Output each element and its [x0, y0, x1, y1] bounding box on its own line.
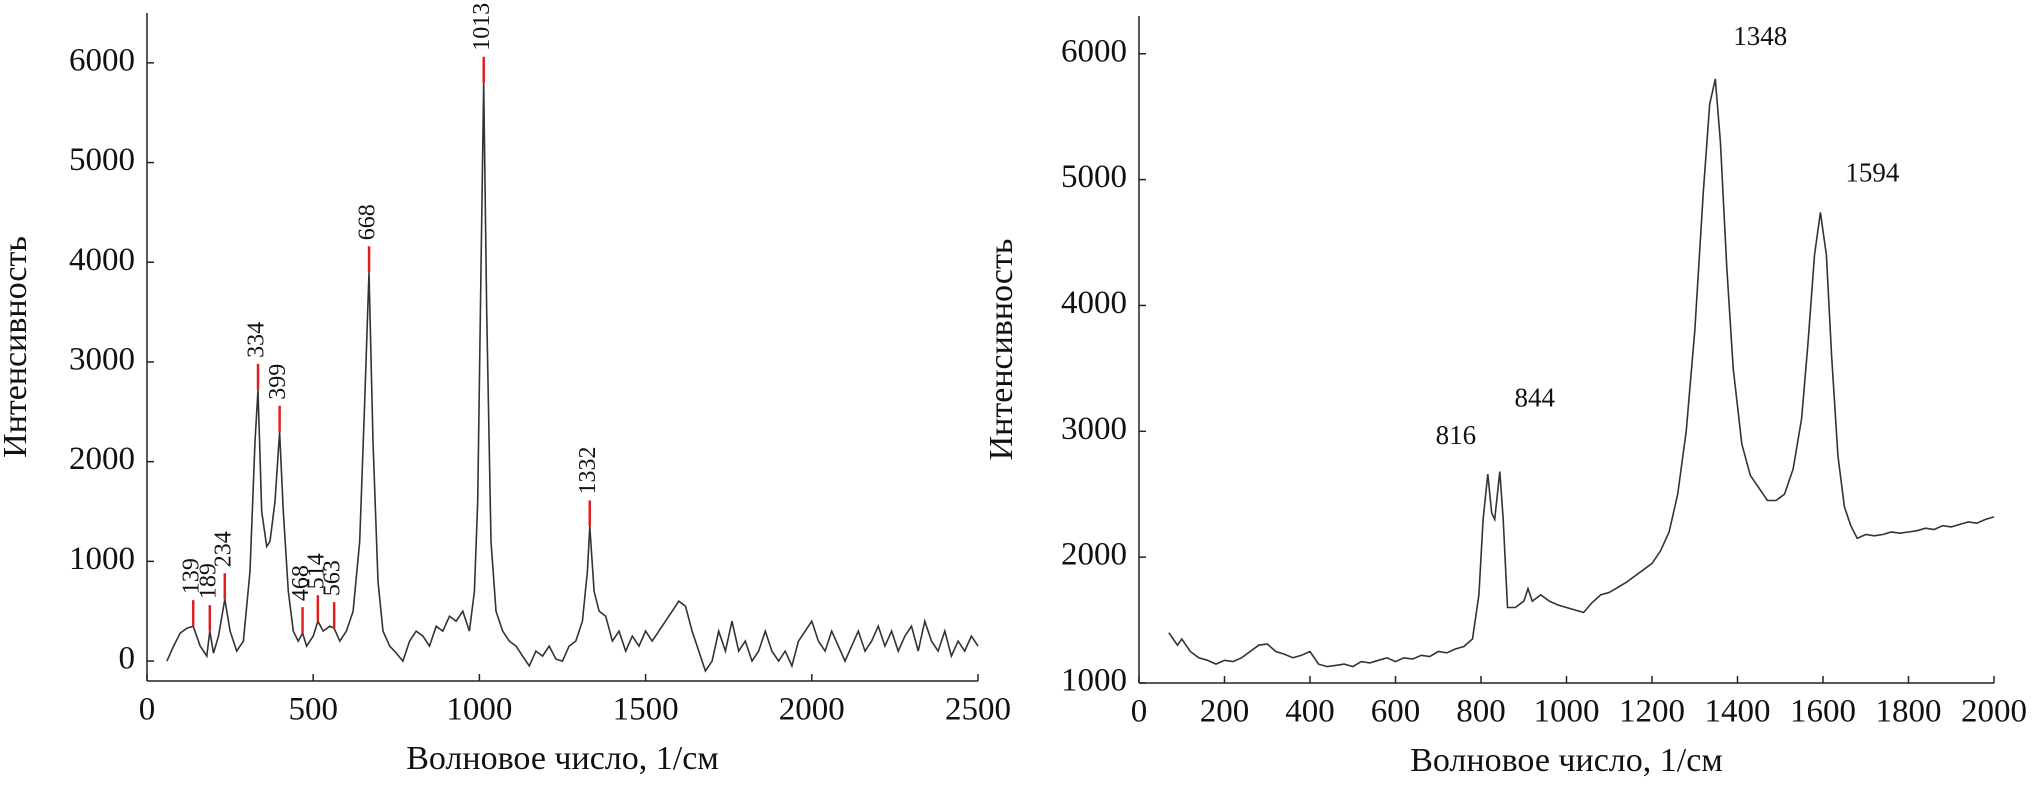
x-tick-label: 400 — [1285, 694, 1335, 730]
x-tick-label: 1000 — [446, 692, 512, 728]
x-tick-label: 2000 — [1961, 694, 2027, 730]
y-tick-label: 5000 — [69, 142, 135, 178]
x-tick-label: 600 — [1371, 694, 1421, 730]
peak-label: 399 — [265, 364, 291, 400]
x-tick-label: 200 — [1200, 694, 1250, 730]
y-tick-label: 6000 — [69, 42, 135, 78]
x-tick-label: 2500 — [945, 692, 1011, 728]
y-tick-label: 2000 — [1061, 537, 1127, 573]
x-tick-label: 2000 — [779, 692, 845, 728]
y-axis-title: Интенсивность — [983, 239, 1020, 461]
peak-label: 1348 — [1733, 21, 1787, 51]
peak-label: 816 — [1436, 420, 1477, 450]
y-tick-label: 6000 — [1061, 33, 1127, 69]
x-tick-label: 1800 — [1876, 694, 1942, 730]
y-tick-label: 4000 — [1061, 285, 1127, 321]
spectrum-line — [1168, 78, 1995, 668]
y-tick-label: 3000 — [1061, 411, 1127, 447]
x-axis-title: Волновое число, 1/см — [406, 740, 719, 777]
peak-label: 139 — [179, 558, 205, 594]
x-tick-label: 0 — [139, 692, 156, 728]
peak-label: 334 — [244, 322, 270, 358]
peak-label: 189 — [195, 563, 221, 599]
peak-label: 1332 — [575, 446, 601, 494]
x-tick-label: 1500 — [613, 692, 679, 728]
y-tick-label: 0 — [119, 641, 136, 677]
x-tick-label: 1000 — [1534, 694, 1600, 730]
x-tick-label: 1400 — [1705, 694, 1771, 730]
x-tick-label: 1200 — [1619, 694, 1685, 730]
peak-label: 468 — [288, 565, 314, 601]
y-tick-label: 1000 — [69, 541, 135, 577]
y-axis-title: Интенсивность — [0, 236, 34, 458]
y-tick-label: 2000 — [69, 441, 135, 477]
y-tick-label: 5000 — [1061, 159, 1127, 195]
peak-label: 234 — [210, 531, 236, 567]
peak-label: 514 — [303, 553, 329, 589]
y-tick-label: 1000 — [1061, 663, 1127, 699]
x-tick-label: 800 — [1456, 694, 1506, 730]
peak-label: 844 — [1515, 383, 1556, 413]
x-axis-title: Волновое число, 1/см — [1410, 742, 1723, 779]
peak-label: 668 — [355, 204, 381, 240]
y-tick-label: 4000 — [69, 242, 135, 278]
x-tick-label: 500 — [288, 692, 338, 728]
peak-label: 1013 — [469, 3, 495, 51]
spectrum-line — [166, 82, 979, 673]
peak-label: 1594 — [1845, 157, 1900, 187]
peak-label: 563 — [320, 560, 346, 596]
x-tick-label: 1600 — [1790, 694, 1856, 730]
x-tick-label: 0 — [1131, 694, 1148, 730]
y-tick-label: 3000 — [69, 342, 135, 378]
